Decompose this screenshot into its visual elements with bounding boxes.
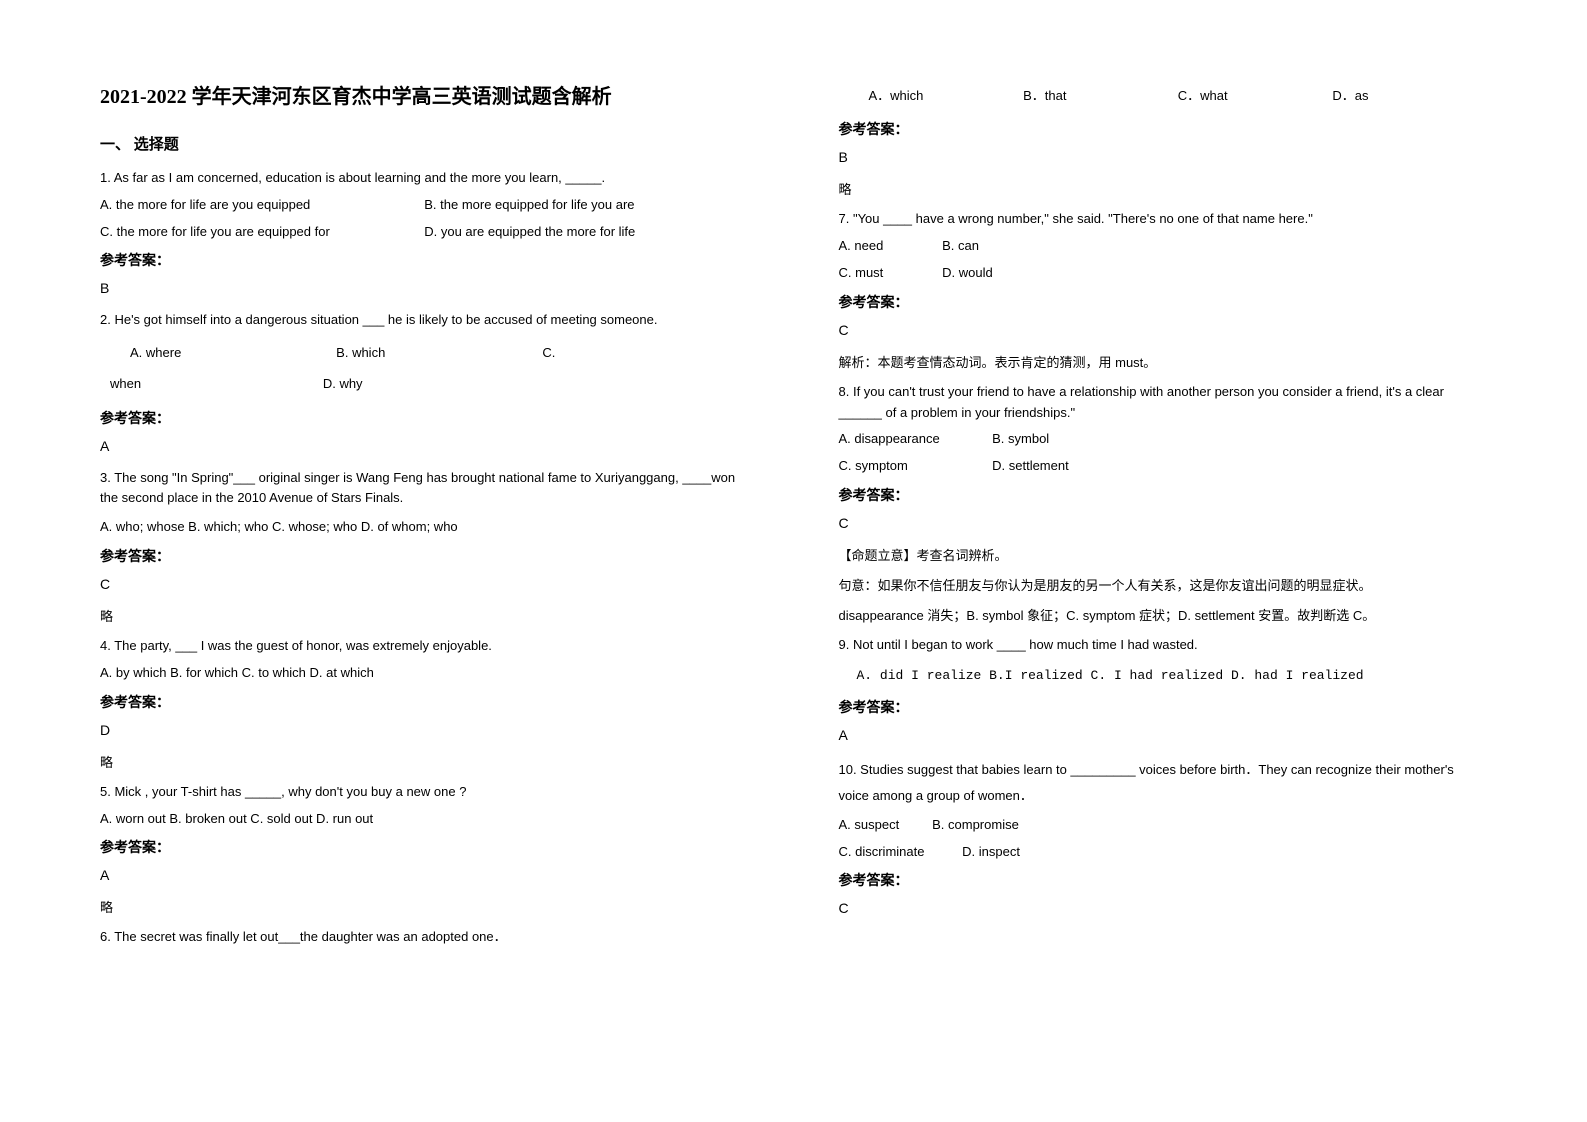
question-2-options-r2: when D. why xyxy=(110,368,749,399)
q4-answer-label: 参考答案： xyxy=(100,692,749,712)
question-8-options-r1: A. disappearance B. symbol xyxy=(839,429,1488,450)
q8-answer-label: 参考答案： xyxy=(839,485,1488,505)
q7-answer-label: 参考答案： xyxy=(839,292,1488,312)
question-7-options-r2: C. must D. would xyxy=(839,263,1488,284)
q1-opt-d: D. you are equipped the more for life xyxy=(424,222,748,243)
q8-explain3: disappearance 消失；B. symbol 象征；C. symptom… xyxy=(839,605,1488,627)
question-10-text: 10. Studies suggest that babies learn to… xyxy=(839,757,1488,809)
q7-explain: 解析：本题考查情态动词。表示肯定的猜测，用 must。 xyxy=(839,352,1488,374)
q6-answer-label: 参考答案： xyxy=(839,119,1488,139)
q8-answer: C xyxy=(839,515,1488,531)
q2-answer-label: 参考答案： xyxy=(100,408,749,428)
q10-opt-d: D. inspect xyxy=(962,844,1020,859)
question-8-options-r2: C. symptom D. settlement xyxy=(839,456,1488,477)
question-2-text: 2. He's got himself into a dangerous sit… xyxy=(100,310,749,331)
q9-answer: A xyxy=(839,727,1488,743)
q6-answer: B xyxy=(839,149,1488,165)
question-1-options: A. the more for life are you equipped B.… xyxy=(100,195,749,216)
right-column: A．which B．that C．what D．as 参考答案： B 略 7. … xyxy=(839,80,1488,954)
document-title: 2021-2022 学年天津河东区育杰中学高三英语测试题含解析 xyxy=(100,80,749,109)
q7-opt-b: B. can xyxy=(942,238,979,253)
q9-answer-label: 参考答案： xyxy=(839,697,1488,717)
question-6-options: A．which B．that C．what D．as xyxy=(869,80,1488,111)
q4-answer: D xyxy=(100,722,749,738)
question-5-text: 5. Mick , your T-shirt has _____, why do… xyxy=(100,782,749,803)
section-1-header: 一、 选择题 xyxy=(100,133,749,154)
q8-explain1: 【命题立意】考查名词辨析。 xyxy=(839,545,1488,567)
q10-answer: C xyxy=(839,900,1488,916)
q6-opt-c: C．what xyxy=(1178,80,1333,111)
q8-opt-b: B. symbol xyxy=(992,431,1049,446)
q6-opt-b: B．that xyxy=(1023,80,1178,111)
q10-opt-a: A. suspect xyxy=(839,815,929,836)
question-10-options-r1: A. suspect B. compromise xyxy=(839,815,1488,836)
question-1-options-2: C. the more for life you are equipped fo… xyxy=(100,222,749,243)
q5-answer: A xyxy=(100,867,749,883)
q8-opt-d: D. settlement xyxy=(992,458,1069,473)
q10-opt-c: C. discriminate xyxy=(839,842,959,863)
question-7-options-r1: A. need B. can xyxy=(839,236,1488,257)
question-8-text: 8. If you can't trust your friend to hav… xyxy=(839,382,1488,424)
question-5-options: A. worn out B. broken out C. sold out D.… xyxy=(100,809,749,830)
q8-opt-a: A. disappearance xyxy=(839,429,989,450)
q1-opt-a: A. the more for life are you equipped xyxy=(100,195,424,216)
question-10-options-r2: C. discriminate D. inspect xyxy=(839,842,1488,863)
q3-answer-label: 参考答案： xyxy=(100,546,749,566)
question-9-text: 9. Not until I began to work ____ how mu… xyxy=(839,635,1488,656)
page-container: 2021-2022 学年天津河东区育杰中学高三英语测试题含解析 一、 选择题 1… xyxy=(0,0,1587,994)
q4-skip: 略 xyxy=(100,752,749,774)
q10-opt-b: B. compromise xyxy=(932,817,1019,832)
q2-spacer xyxy=(536,368,749,399)
q3-answer: C xyxy=(100,576,749,592)
q2-opt-b: B. which xyxy=(336,337,542,368)
q2-answer: A xyxy=(100,438,749,454)
q2-opt-a: A. where xyxy=(130,337,336,368)
question-4-text: 4. The party, ___ I was the guest of hon… xyxy=(100,636,749,657)
q2-opt-c: C. xyxy=(542,337,748,368)
left-column: 2021-2022 学年天津河东区育杰中学高三英语测试题含解析 一、 选择题 1… xyxy=(100,80,749,954)
question-3-text: 3. The song "In Spring"___ original sing… xyxy=(100,468,749,510)
question-4-options: A. by which B. for which C. to which D. … xyxy=(100,663,749,684)
question-9-options: A. did I realize B.I realized C. I had r… xyxy=(857,666,1488,687)
q7-answer: C xyxy=(839,322,1488,338)
q10-answer-label: 参考答案： xyxy=(839,870,1488,890)
q2-opt-c2: when xyxy=(110,368,323,399)
q8-opt-c: C. symptom xyxy=(839,456,989,477)
q1-opt-b: B. the more equipped for life you are xyxy=(424,195,748,216)
q1-answer: B xyxy=(100,280,749,296)
question-7-text: 7. "You ____ have a wrong number," she s… xyxy=(839,209,1488,230)
q1-opt-c: C. the more for life you are equipped fo… xyxy=(100,222,424,243)
q3-skip: 略 xyxy=(100,606,749,628)
q6-opt-a: A．which xyxy=(869,80,1024,111)
q7-opt-d: D. would xyxy=(942,265,993,280)
q1-answer-label: 参考答案： xyxy=(100,250,749,270)
q6-skip: 略 xyxy=(839,179,1488,201)
question-1-text: 1. As far as I am concerned, education i… xyxy=(100,168,749,189)
q5-skip: 略 xyxy=(100,897,749,919)
q6-opt-d: D．as xyxy=(1332,80,1487,111)
q7-opt-a: A. need xyxy=(839,236,939,257)
q7-opt-c: C. must xyxy=(839,263,939,284)
question-6-text: 6. The secret was finally let out___the … xyxy=(100,927,749,948)
q5-answer-label: 参考答案： xyxy=(100,837,749,857)
question-3-options: A. who; whose B. which; who C. whose; wh… xyxy=(100,517,749,538)
question-2-options-r1: A. where B. which C. xyxy=(130,337,749,368)
q2-opt-d: D. why xyxy=(323,368,536,399)
q8-explain2: 句意：如果你不信任朋友与你认为是朋友的另一个人有关系，这是你友谊出问题的明显症状… xyxy=(839,575,1488,597)
